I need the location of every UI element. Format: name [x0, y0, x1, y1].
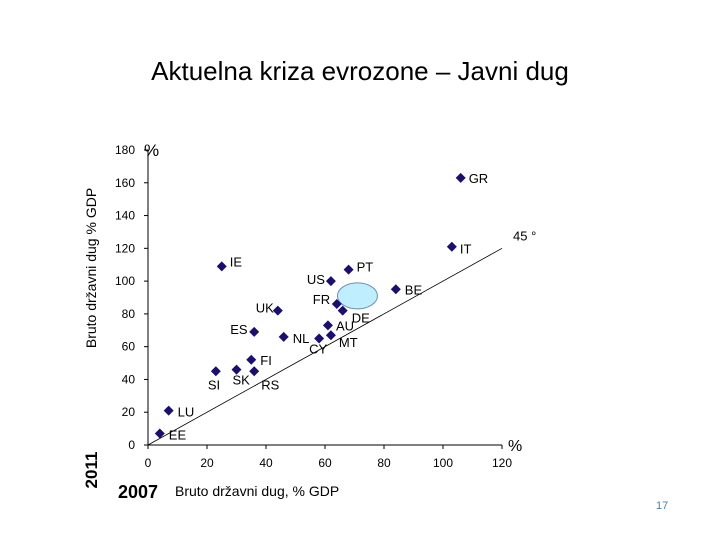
point-label-nl: NL [293, 331, 310, 346]
y-tick-label: 140 [115, 209, 135, 223]
point-gr [455, 172, 466, 183]
point-label-ee: EE [169, 428, 187, 443]
point-lu [163, 405, 174, 416]
point-ie [216, 261, 227, 272]
reference-line: 45 ° [147, 228, 536, 446]
point-label-fr: FR [313, 292, 330, 307]
x-unit-label: % [508, 438, 522, 455]
y-tick-label: 80 [122, 307, 136, 321]
point-label-be: BE [405, 282, 423, 297]
x-tick-label: 120 [492, 456, 512, 470]
y-tick-label: 120 [115, 241, 135, 255]
y-axis-title: Bruto državni dug % GDP [83, 188, 99, 348]
point-label-rs: RS [261, 377, 279, 392]
chart-title: Aktuelna kriza evrozone – Javni dug [151, 56, 569, 86]
y-tick-label: 60 [122, 340, 136, 354]
point-label-fi: FI [260, 353, 272, 368]
point-label-si: SI [208, 377, 220, 392]
point-label-gr: GR [469, 171, 489, 186]
y-tick-label: 40 [122, 372, 136, 386]
point-pt [343, 264, 354, 275]
point-mt [325, 330, 336, 341]
y-tick-label: 160 [115, 176, 135, 190]
point-cy [314, 333, 325, 344]
point-label-es: ES [230, 322, 248, 337]
reference-line-45 [147, 247, 503, 446]
point-label-us: US [307, 272, 325, 287]
axes [144, 149, 503, 449]
highlight-ellipse [336, 282, 378, 310]
x-tick-label: 40 [259, 456, 273, 470]
tick-labels: 0 20 40 60 80 100 120 0 20 40 60 80 100 120 140 160 180 [115, 143, 512, 470]
point-de [337, 305, 348, 316]
point-label-pt: PT [357, 260, 374, 275]
point-fi [246, 354, 257, 365]
point-sk [231, 364, 242, 375]
y-tick-label: 180 [115, 143, 135, 157]
point-labels: GR IT IE PT US BE FR DE UK AU ES NL MT CY FI SI SK RS LU EE [169, 171, 488, 443]
x-tick-label: 80 [377, 456, 391, 470]
point-us [325, 276, 336, 287]
y-tick-label: 20 [122, 405, 136, 419]
point-label-de: DE [352, 311, 370, 326]
x-tick-label: 0 [145, 456, 152, 470]
reference-line-label: 45 ° [513, 228, 536, 243]
x-tick-label: 20 [200, 456, 214, 470]
y-tick-label: 0 [128, 438, 135, 452]
point-label-cy: CY [309, 341, 327, 356]
point-si [210, 366, 221, 377]
x-period-label: 2007 [118, 482, 158, 502]
point-it [446, 241, 457, 252]
data-points [154, 172, 466, 439]
point-uk [272, 305, 283, 316]
point-ee [154, 428, 165, 439]
point-label-lu: LU [178, 405, 195, 420]
point-label-sk: SK [233, 373, 251, 388]
highlight-ellipse-shape [336, 282, 378, 310]
y-period-label: 2011 [82, 452, 101, 489]
point-label-au: AU [336, 318, 354, 333]
x-tick-label: 60 [318, 456, 332, 470]
point-es [249, 326, 260, 337]
point-be [390, 284, 401, 295]
point-label-it: IT [460, 242, 472, 257]
y-tick-label: 100 [115, 274, 135, 288]
point-fr [331, 299, 342, 310]
point-rs [249, 366, 260, 377]
point-au [322, 320, 333, 331]
x-tick-label: 100 [433, 456, 453, 470]
point-nl [278, 331, 289, 342]
point-label-mt: MT [339, 335, 358, 350]
point-label-uk: UK [256, 301, 274, 316]
axis-titles: %% 2007 Bruto državni dug, % GDP Bruto drža… [82, 141, 522, 502]
page-number: 17 [656, 500, 669, 512]
y-unit-label: % [144, 141, 159, 160]
point-label-ie: IE [230, 254, 243, 269]
x-axis-title: Bruto državni dug, % GDP [175, 483, 339, 499]
